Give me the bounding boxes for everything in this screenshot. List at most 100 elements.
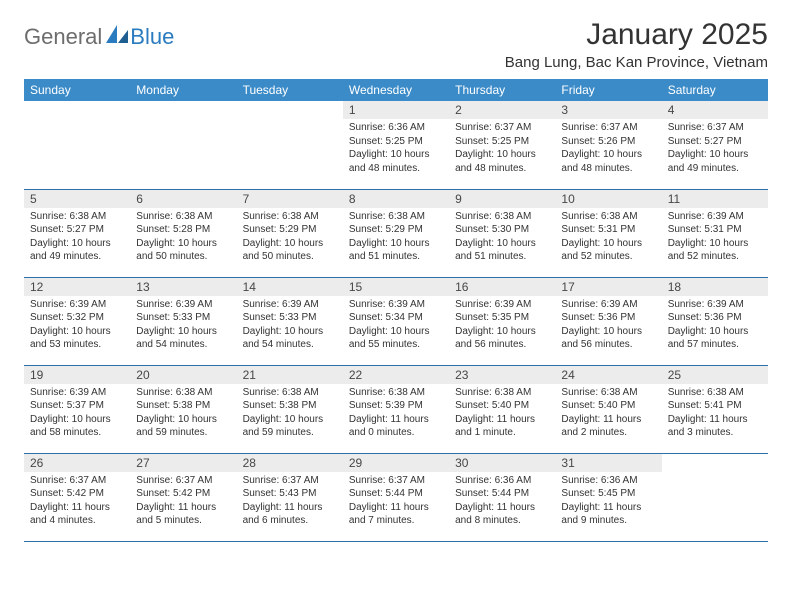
calendar-cell: 1Sunrise: 6:36 AMSunset: 5:25 PMDaylight… (343, 101, 449, 189)
calendar-cell: 16Sunrise: 6:39 AMSunset: 5:35 PMDayligh… (449, 277, 555, 365)
sunrise-text: Sunrise: 6:39 AM (561, 298, 655, 312)
sunset-text: Sunset: 5:40 PM (561, 399, 655, 413)
calendar-cell: 26Sunrise: 6:37 AMSunset: 5:42 PMDayligh… (24, 453, 130, 541)
sunrise-text: Sunrise: 6:38 AM (243, 386, 337, 400)
sunrise-text: Sunrise: 6:39 AM (455, 298, 549, 312)
day-number: 22 (343, 366, 449, 384)
day-details: Sunrise: 6:39 AMSunset: 5:35 PMDaylight:… (449, 296, 555, 356)
day-number: 17 (555, 278, 661, 296)
calendar-cell (24, 101, 130, 189)
calendar-cell: 13Sunrise: 6:39 AMSunset: 5:33 PMDayligh… (130, 277, 236, 365)
sunrise-text: Sunrise: 6:38 AM (349, 210, 443, 224)
day-number: 25 (662, 366, 768, 384)
day-details: Sunrise: 6:38 AMSunset: 5:30 PMDaylight:… (449, 208, 555, 268)
daylight-text: Daylight: 10 hours and 56 minutes. (561, 325, 655, 352)
calendar-cell: 4Sunrise: 6:37 AMSunset: 5:27 PMDaylight… (662, 101, 768, 189)
day-number: 21 (237, 366, 343, 384)
day-number: 13 (130, 278, 236, 296)
day-number: 24 (555, 366, 661, 384)
sunrise-text: Sunrise: 6:36 AM (455, 474, 549, 488)
day-details: Sunrise: 6:36 AMSunset: 5:44 PMDaylight:… (449, 472, 555, 532)
sunset-text: Sunset: 5:29 PM (243, 223, 337, 237)
day-number: 1 (343, 101, 449, 119)
sunrise-text: Sunrise: 6:37 AM (455, 121, 549, 135)
calendar-head: SundayMondayTuesdayWednesdayThursdayFrid… (24, 79, 768, 101)
sunrise-text: Sunrise: 6:38 AM (561, 210, 655, 224)
calendar-cell: 15Sunrise: 6:39 AMSunset: 5:34 PMDayligh… (343, 277, 449, 365)
sunset-text: Sunset: 5:38 PM (243, 399, 337, 413)
calendar-cell (237, 101, 343, 189)
calendar-cell: 2Sunrise: 6:37 AMSunset: 5:25 PMDaylight… (449, 101, 555, 189)
daylight-text: Daylight: 10 hours and 48 minutes. (561, 148, 655, 175)
daylight-text: Daylight: 10 hours and 49 minutes. (668, 148, 762, 175)
day-header: Friday (555, 79, 661, 101)
daylight-text: Daylight: 10 hours and 59 minutes. (136, 413, 230, 440)
calendar-body: 1 Sunrise: 6:36 AM Sunset: 5:25 PM Daylight… (24, 101, 768, 541)
calendar-cell: 27 Sunrise: 6:37 AMSunset: 5:42 PMDayligh… (130, 453, 236, 541)
day-header: Wednesday (343, 79, 449, 101)
day-details: Sunrise: 6:39 AMSunset: 5:36 PMDaylight:… (662, 296, 768, 356)
daylight-text: Daylight: 10 hours and 50 minutes. (136, 237, 230, 264)
day-header: Monday (130, 79, 236, 101)
calendar-cell: 30Sunrise: 6:36 AMSunset: 5:44 PMDayligh… (449, 453, 555, 541)
daylight-text: Daylight: 10 hours and 55 minutes. (349, 325, 443, 352)
daylight-text: Daylight: 10 hours and 49 minutes. (30, 237, 124, 264)
day-number: 11 (662, 190, 768, 208)
day-details: Sunrise: 6:37 AMSunset: 5:43 PMDaylight:… (237, 472, 343, 532)
calendar-cell: 21Sunrise: 6:38 AMSunset: 5:38 PMDayligh… (237, 365, 343, 453)
daylight-text: Daylight: 10 hours and 57 minutes. (668, 325, 762, 352)
day-number: 7 (237, 190, 343, 208)
calendar-cell: 25Sunrise: 6:38 AMSunset: 5:41 PMDayligh… (662, 365, 768, 453)
header: General Blue January 2025 Bang Lung, Bac… (24, 18, 768, 71)
sunset-text: Sunset: 5:25 PM (349, 135, 443, 149)
sunset-text: Sunset: 5:34 PM (349, 311, 443, 325)
daylight-text: Daylight: 11 hours and 4 minutes. (30, 501, 124, 528)
calendar-cell: 6Sunrise: 6:38 AMSunset: 5:28 PMDaylight… (130, 189, 236, 277)
daylight-text: Daylight: 11 hours and 5 minutes. (136, 501, 230, 528)
month-title: January 2025 (505, 18, 768, 52)
day-details: Sunrise: 6:38 AMSunset: 5:41 PMDaylight:… (662, 384, 768, 444)
calendar-cell: 7Sunrise: 6:38 AMSunset: 5:29 PMDaylight… (237, 189, 343, 277)
calendar-week: 19Sunrise: 6:39 AMSunset: 5:37 PMDayligh… (24, 365, 768, 453)
day-details: Sunrise: 6:36 AMSunset: 5:45 PMDaylight:… (555, 472, 661, 532)
daylight-text: Daylight: 11 hours and 0 minutes. (349, 413, 443, 440)
calendar-week: 26Sunrise: 6:37 AMSunset: 5:42 PMDayligh… (24, 453, 768, 541)
daylight-text: Daylight: 10 hours and 51 minutes. (455, 237, 549, 264)
day-details: Sunrise: 6:38 AMSunset: 5:38 PMDaylight:… (237, 384, 343, 444)
calendar-cell: 3Sunrise: 6:37 AMSunset: 5:26 PMDaylight… (555, 101, 661, 189)
calendar-week: 1Sunrise: 6:36 AMSunset: 5:25 PMDaylight… (24, 101, 768, 189)
sunrise-text: Sunrise: 6:38 AM (455, 210, 549, 224)
day-number: 16 (449, 278, 555, 296)
daylight-text: Daylight: 11 hours and 2 minutes. (561, 413, 655, 440)
day-details: Sunrise: 6:37 AMSunset: 5:25 PMDaylight:… (449, 119, 555, 179)
calendar-cell: 10Sunrise: 6:38 AMSunset: 5:31 PMDayligh… (555, 189, 661, 277)
day-header: Tuesday (237, 79, 343, 101)
day-details: Sunrise: 6:38 AMSunset: 5:29 PMDaylight:… (237, 208, 343, 268)
sunrise-text: Sunrise: 6:36 AM (561, 474, 655, 488)
sunset-text: Sunset: 5:29 PM (349, 223, 443, 237)
day-number: 28 (237, 454, 343, 472)
day-details: Sunrise: 6:37 AMSunset: 5:42 PMDaylight:… (24, 472, 130, 532)
sunset-text: Sunset: 5:30 PM (455, 223, 549, 237)
sunset-text: Sunset: 5:42 PM (136, 487, 230, 501)
daylight-text: Daylight: 10 hours and 58 minutes. (30, 413, 124, 440)
daylight-text: Daylight: 10 hours and 52 minutes. (668, 237, 762, 264)
sunrise-text: Sunrise: 6:37 AM (136, 474, 230, 488)
day-details: Sunrise: 6:39 AMSunset: 5:31 PMDaylight:… (662, 208, 768, 268)
day-number: 12 (24, 278, 130, 296)
daylight-text: Daylight: 10 hours and 59 minutes. (243, 413, 337, 440)
day-details: Sunrise: 6:38 AMSunset: 5:28 PMDaylight:… (130, 208, 236, 268)
day-number: 9 (449, 190, 555, 208)
calendar-cell: 17Sunrise: 6:39 AMSunset: 5:36 PMDayligh… (555, 277, 661, 365)
day-header: Thursday (449, 79, 555, 101)
day-details: Sunrise: 6:37 AMSunset: 5:44 PMDaylight:… (343, 472, 449, 532)
day-details: Sunrise: 6:39 AMSunset: 5:36 PMDaylight:… (555, 296, 661, 356)
sunset-text: Sunset: 5:44 PM (455, 487, 549, 501)
day-number: 27 (130, 454, 236, 472)
calendar-cell (130, 101, 236, 189)
sunrise-text: Sunrise: 6:38 AM (243, 210, 337, 224)
day-details: Sunrise: 6:37 AMSunset: 5:26 PMDaylight:… (555, 119, 661, 179)
sunrise-text: Sunrise: 6:37 AM (243, 474, 337, 488)
daylight-text: Daylight: 11 hours and 3 minutes. (668, 413, 762, 440)
sunset-text: Sunset: 5:36 PM (561, 311, 655, 325)
